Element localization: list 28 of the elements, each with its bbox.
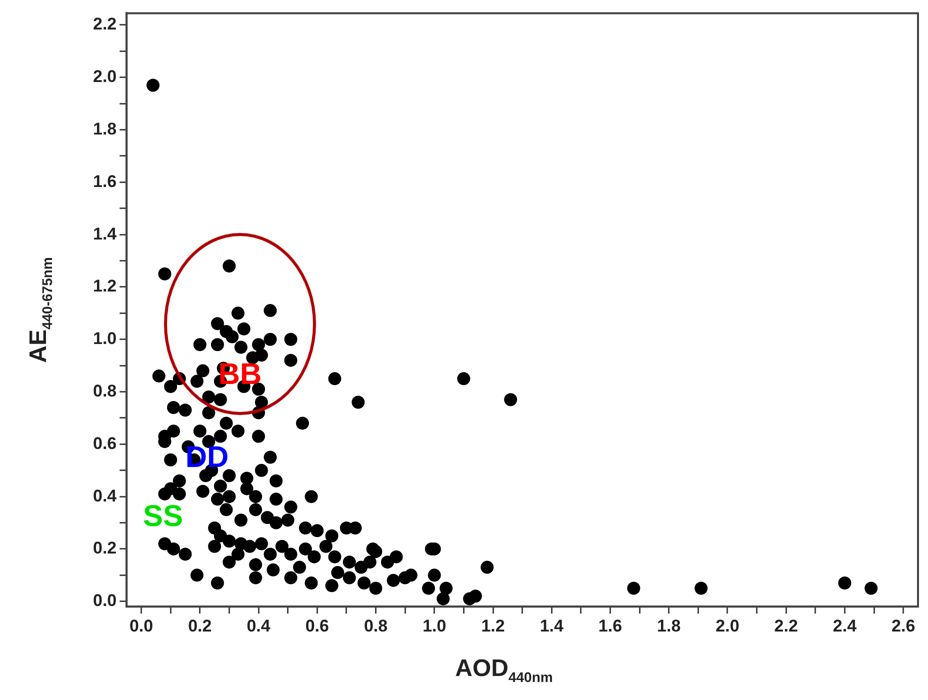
y-tick-label: 0.8	[92, 381, 117, 400]
x-tick-label: 2.0	[716, 616, 740, 636]
x-tick-label: 2.6	[892, 616, 916, 636]
x-tick-label: 2.2	[774, 616, 798, 636]
x-tick-label: 2.4	[832, 616, 858, 636]
x-tick-label: 1.2	[481, 616, 505, 636]
y-tick-label: 1.4	[92, 224, 118, 244]
y-tick-label: 0.6	[92, 434, 117, 453]
x-tick-label: 0.4	[246, 616, 271, 636]
y-tick-label: 2.2	[92, 14, 117, 34]
x-tick-label: 0.2	[188, 616, 212, 636]
y-tick-label: 1.8	[92, 119, 117, 138]
x-tick-label: 0.0	[129, 616, 154, 636]
y-tick-label: 2.0	[92, 67, 117, 86]
x-tick-label: 0.8	[364, 616, 388, 636]
y-tick-label: 0.0	[92, 591, 117, 610]
y-tick-label: 0.4	[92, 486, 118, 506]
y-tick-label: 1.0	[92, 329, 117, 348]
x-tick-label: 1.8	[657, 616, 681, 636]
x-tick-label: 1.0	[422, 616, 446, 636]
x-tick-label: 0.6	[305, 616, 329, 636]
x-tick-label: 1.6	[598, 616, 622, 636]
x-tick-label: 1.4	[540, 616, 564, 636]
y-tick-label: 0.2	[92, 538, 117, 558]
x-axis-title: AOD$_{440nm}$	[454, 655, 554, 685]
y-tick-label: 1.2	[92, 276, 117, 296]
annotation: SS	[142, 500, 184, 534]
y-tick-label: 1.6	[92, 172, 117, 191]
